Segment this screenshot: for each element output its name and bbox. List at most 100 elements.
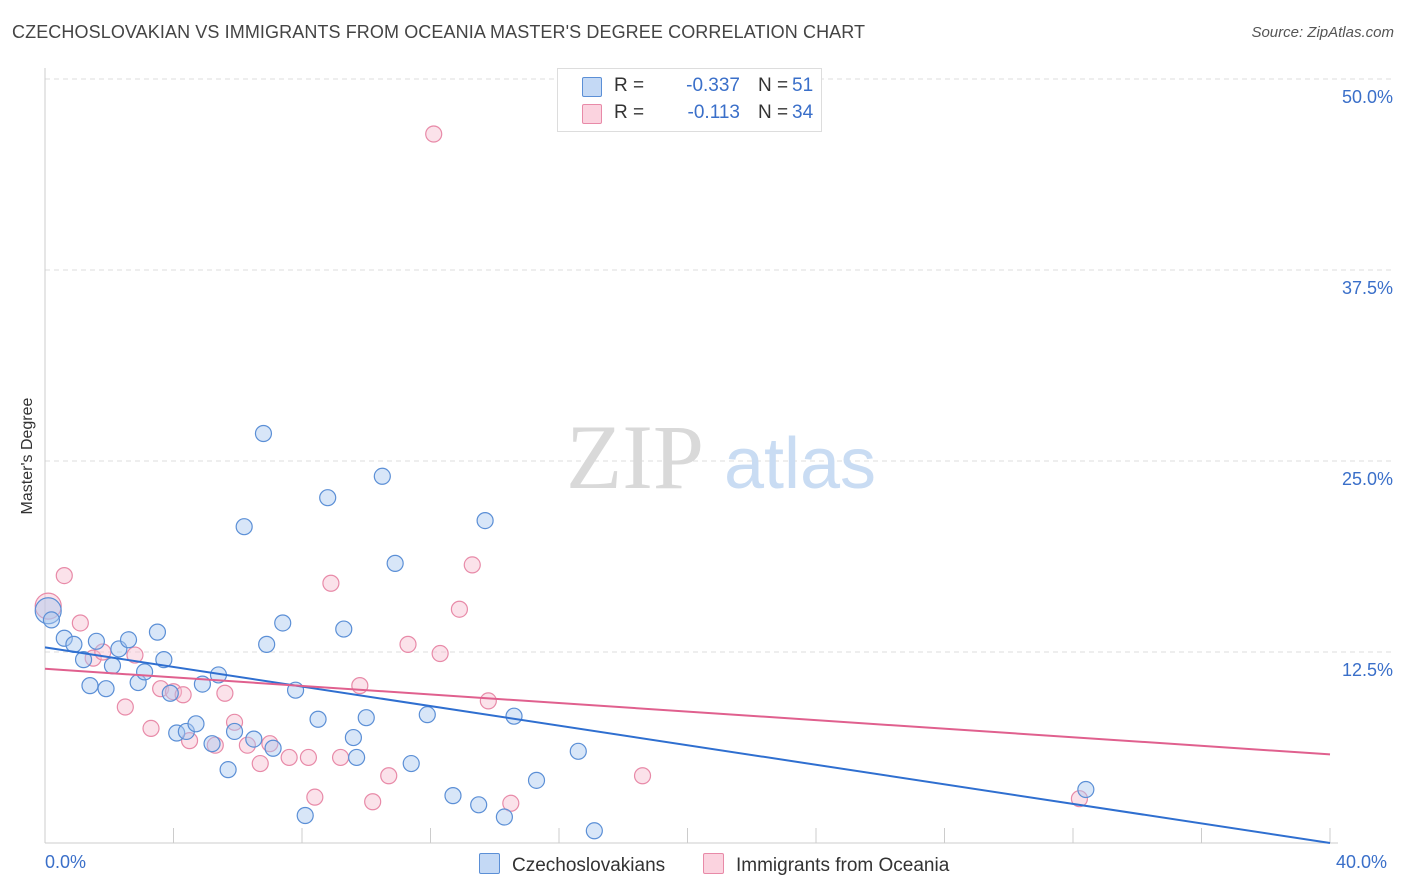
czechoslovakian-point: [470, 796, 488, 814]
chart-title: CZECHOSLOVAKIAN VS IMMIGRANTS FROM OCEAN…: [12, 22, 866, 42]
czechoslovakian-point: [569, 742, 587, 760]
trend-line-czechoslovakians: [44, 646, 1331, 844]
oceania-point: [152, 680, 170, 698]
czechoslovakian-point: [495, 808, 513, 826]
czechoslovakian-point: [258, 635, 276, 653]
y-tick-label: 37.5%: [1342, 278, 1393, 298]
oceania-point: [55, 566, 73, 585]
trend-lines: [44, 646, 1331, 844]
czechoslovakian-point: [119, 631, 138, 649]
legend-swatch-pink: [582, 104, 602, 124]
oceania-point: [331, 748, 350, 767]
oceania-point: [502, 794, 520, 812]
czechoslovakian-point: [81, 677, 99, 695]
y-tick-label: 25.0%: [1342, 469, 1393, 489]
source-label: Source: ZipAtlas.com: [1251, 24, 1394, 41]
czechoslovakian-point: [402, 754, 420, 773]
x-tick-label-min: 0.0%: [45, 852, 87, 872]
oceania-point: [216, 684, 234, 702]
legend-n-label: N =: [758, 102, 789, 123]
oceania-point: [251, 754, 269, 773]
oceania-point: [463, 556, 481, 574]
oceania-point: [180, 732, 199, 750]
oceania-point: [261, 735, 279, 753]
oceania-point: [351, 677, 369, 695]
bottom-legend-label: Immigrants from Oceania: [736, 855, 950, 876]
legend-swatch-blue: [582, 77, 602, 97]
czechoslovakian-point: [103, 657, 122, 675]
czechoslovakian-point: [1077, 780, 1095, 799]
czechoslovakian-point: [373, 467, 391, 485]
czechoslovakian-point: [245, 730, 263, 748]
stats-legend: R = -0.337 N = 51 R = -0.113 N = 34: [557, 68, 822, 132]
czechoslovakian-point: [344, 728, 362, 747]
legend-n-label: N =: [758, 75, 789, 96]
oceania-point: [299, 748, 318, 767]
watermark-atlas: atlas: [724, 424, 876, 504]
czechoslovakian-point: [444, 787, 462, 805]
oceania-point: [322, 574, 340, 592]
x-tick-label-max: 40.0%: [1336, 852, 1388, 872]
oceania-point: [116, 698, 134, 716]
czechoslovakian-point: [55, 629, 73, 647]
czechoslovakian-point: [74, 651, 93, 669]
legend-n-value: 34: [792, 102, 814, 123]
y-axis-label: Master's Degree: [19, 397, 36, 515]
oceania-point: [399, 635, 417, 653]
bottom-legend-czechoslovakians: Czechoslovakians: [479, 853, 665, 877]
bottom-legend-oceania: Immigrants from Oceania: [703, 853, 949, 877]
czechoslovakian-point: [357, 709, 375, 727]
czechoslovakian-point: [155, 651, 173, 669]
oceania-point: [71, 614, 89, 632]
czechoslovakian-point: [476, 511, 494, 530]
watermark-zip: ZIP: [566, 406, 704, 508]
legend-r-label: R =: [614, 75, 645, 96]
legend-r-value: -0.337: [686, 75, 740, 96]
oceania-point: [425, 125, 443, 143]
czechoslovakian-point: [187, 715, 205, 733]
legend-n-value: 51: [792, 75, 814, 96]
axes: [44, 68, 1338, 844]
czechoslovakian-point: [219, 761, 237, 779]
grid-lines: [45, 78, 1394, 653]
watermark: ZIP atlas: [566, 406, 876, 508]
czechoslovakian-point: [254, 424, 273, 443]
oceania-point: [380, 767, 398, 785]
czechoslovakian-point: [505, 707, 523, 725]
czechoslovakian-point: [161, 684, 179, 702]
oceania-point: [633, 767, 652, 785]
oceania-point: [174, 686, 192, 704]
oceania-point: [450, 600, 469, 618]
oceania-point: [280, 748, 298, 767]
czechoslovakian-point: [203, 735, 221, 753]
czechoslovakian-point: [87, 632, 106, 650]
bottom-legend-swatch-blue: [479, 853, 500, 874]
y-tick-label: 12.5%: [1342, 660, 1393, 680]
czechoslovakian-point: [42, 611, 61, 629]
czechoslovakian-point: [264, 739, 282, 757]
czechoslovakian-point: [585, 822, 603, 840]
oceania-point: [479, 692, 497, 710]
czechoslovakian-point: [274, 614, 292, 632]
czechoslovakian-point: [148, 623, 167, 641]
czechoslovakian-point: [225, 722, 244, 741]
czechoslovakian-point: [348, 748, 366, 767]
czechoslovakian-point: [309, 710, 327, 728]
oceania-point: [238, 736, 256, 754]
czechoslovakian-point: [335, 620, 353, 638]
oceania-point: [225, 713, 244, 731]
oceania-point: [142, 719, 160, 738]
bottom-legend-swatch-pink: [703, 853, 724, 874]
czechoslovakian-point: [235, 518, 253, 536]
czechoslovakian-point: [97, 680, 115, 698]
czechoslovakian-point: [34, 597, 62, 625]
legend-r-label: R =: [614, 102, 645, 123]
czechoslovakian-point: [527, 771, 546, 789]
czechoslovakian-point: [418, 706, 436, 724]
czechoslovakian-point: [296, 806, 314, 825]
czechoslovakian-point: [386, 554, 404, 572]
series-immigrants-from-oceania: [34, 125, 1089, 812]
czechoslovakian-point: [135, 663, 154, 681]
czechoslovakian-point: [319, 489, 337, 507]
